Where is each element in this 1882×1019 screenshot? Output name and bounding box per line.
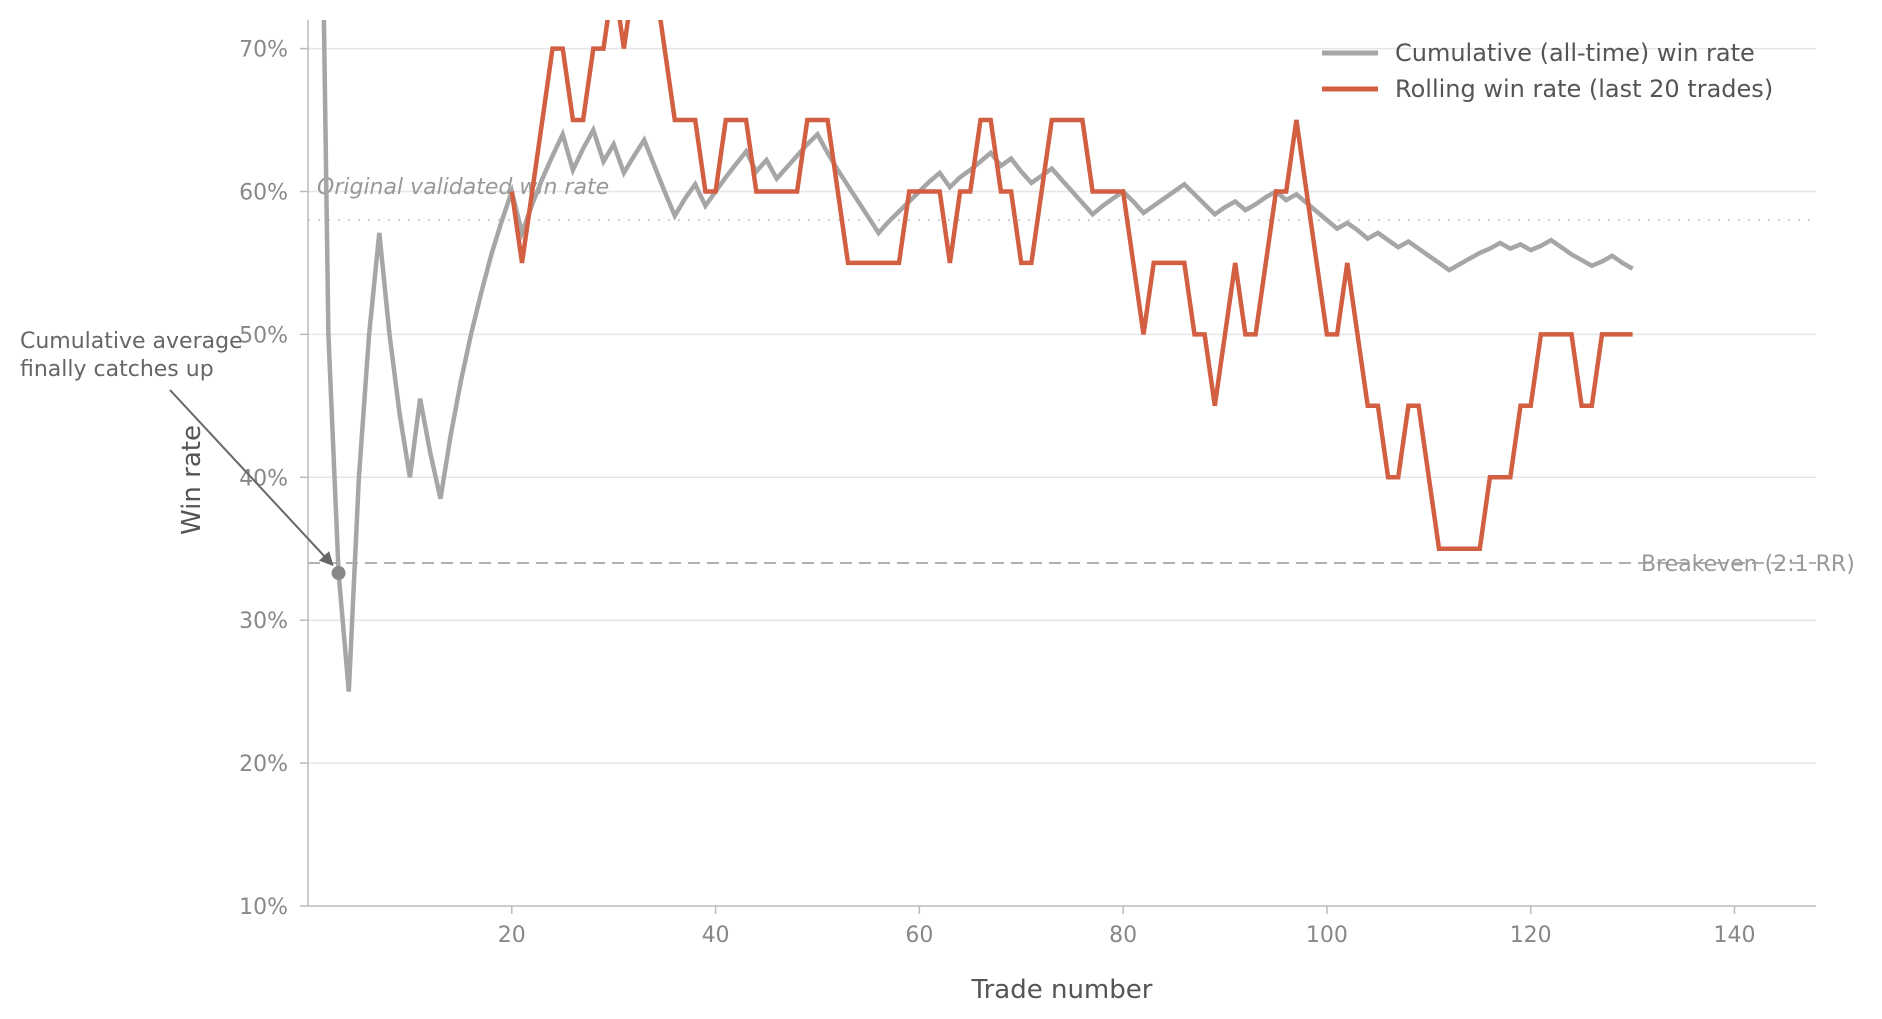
x-axis-title: Trade number [971, 975, 1153, 1005]
x-tick-label: 100 [1306, 923, 1348, 948]
annotation-arrow [169, 389, 334, 567]
y-tick-label: 50% [239, 323, 288, 348]
cumulative-win-rate-line [321, 20, 1634, 692]
x-tick-label: 80 [1109, 923, 1137, 948]
y-axis-title: Win rate [177, 425, 207, 535]
y-tick-label: 40% [239, 466, 288, 491]
reference-lines: Original validated win rate Breakeven (2:… [308, 175, 1855, 577]
x-tick-label: 20 [498, 923, 526, 948]
x-tick-label: 60 [905, 923, 933, 948]
annotation-marker [331, 566, 346, 581]
annotation: Cumulative average finally catches up [20, 329, 346, 581]
annotation-text-line: Cumulative average [20, 329, 243, 354]
tick-labels: 10% 20% 30% 40% 50% 60% 70% 20 40 60 80 100 120 140 [239, 38, 1755, 948]
annotation-text-line: finally catches up [20, 357, 214, 382]
y-tick-label: 30% [239, 609, 288, 634]
legend: Cumulative (all-time) win rate Rolling wi… [1322, 39, 1773, 103]
rolling-win-rate-line [509, 20, 1633, 551]
legend-label: Cumulative (all-time) win rate [1395, 39, 1755, 67]
axes [300, 20, 1816, 914]
x-tick-label: 140 [1713, 923, 1755, 948]
y-tick-label: 10% [239, 895, 288, 920]
y-tick-label: 60% [239, 180, 288, 205]
legend-label: Rolling win rate (last 20 trades) [1395, 75, 1773, 103]
x-tick-label: 40 [702, 923, 730, 948]
y-tick-label: 70% [239, 38, 288, 63]
y-tick-label: 20% [239, 752, 288, 777]
series-lines [321, 20, 1634, 692]
breakeven-label: Breakeven (2:1 RR) [1641, 552, 1855, 577]
x-tick-label: 120 [1510, 923, 1552, 948]
validated-win-rate-label: Original validated win rate [317, 175, 609, 200]
